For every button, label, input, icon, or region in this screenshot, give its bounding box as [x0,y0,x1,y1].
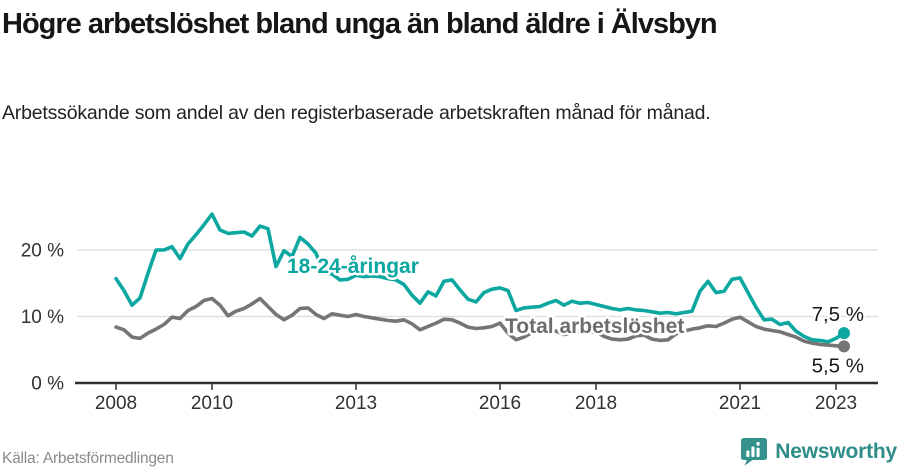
x-axis-tick-label: 2021 [719,393,761,414]
chart-subtitle: Arbetssökande som andel av den registerb… [2,102,711,124]
series-line-total [114,296,846,349]
y-axis-tick-label: 10 % [21,307,64,328]
x-axis-tick-label: 2023 [815,393,857,414]
x-axis-tick-label: 2013 [335,393,377,414]
newsworthy-bubble-chart-icon [741,438,768,466]
newsworthy-wordmark: Newsworthy [775,439,897,463]
x-axis-tick-label: 2016 [479,393,521,414]
series-label: 18-24-åringar [287,255,419,278]
y-axis-tick-label: 20 % [21,241,64,262]
series-line-youth [114,212,846,344]
newsworthy-logo[interactable]: Newsworthy [740,437,897,466]
series-end-value-label: 7,5 % [812,303,864,326]
source-note: Källa: Arbetsförmedlingen [2,450,174,467]
page-title: Högre arbetslöshet bland unga än bland ä… [2,8,718,40]
series-end-dot [838,327,850,340]
x-axis-tick-label: 2018 [575,393,617,414]
series-end-dot [838,340,850,353]
x-axis-tick-label: 2010 [191,393,233,414]
x-axis-tick-label: 2008 [95,393,137,414]
y-axis-tick-label: 0 % [31,374,64,395]
series-label: Total arbetslöshet [505,315,684,338]
series-end-value-label: 5,5 % [812,354,864,377]
